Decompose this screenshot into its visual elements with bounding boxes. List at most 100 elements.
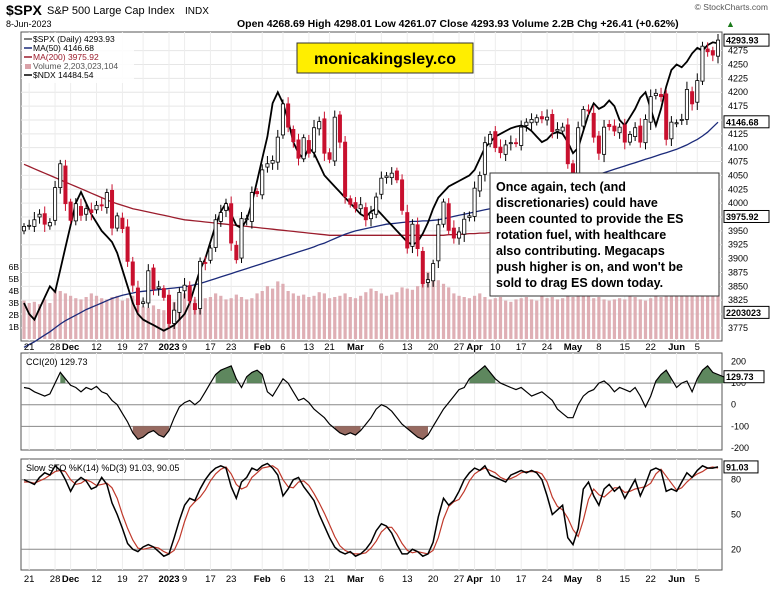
volume-bar <box>441 283 446 339</box>
volume-bar <box>483 297 487 339</box>
candle-body <box>627 133 632 143</box>
candle-body <box>560 126 565 132</box>
cci-overbought-fill <box>246 370 263 384</box>
volume-bar <box>416 286 420 339</box>
annotation-line: been counted to provide the ES <box>496 212 684 226</box>
volume-bar <box>276 281 280 339</box>
candle-body <box>576 127 581 176</box>
candle <box>394 167 399 184</box>
candle <box>653 88 658 100</box>
volume-bar <box>421 281 425 339</box>
candle-body <box>141 301 146 304</box>
cci-value-tag: 129.73 <box>723 370 765 384</box>
sto-tag-label: 91.03 <box>726 462 749 472</box>
volume-bar <box>327 298 332 339</box>
candle <box>63 159 68 211</box>
price-tick-label: 3900 <box>728 254 748 264</box>
volume-bar <box>307 297 311 339</box>
candle <box>700 41 705 86</box>
candle-body <box>690 91 695 105</box>
date-axis-label: Apr <box>466 342 483 353</box>
candle-body <box>337 114 342 143</box>
candle <box>192 296 197 315</box>
candle <box>187 281 192 305</box>
candle <box>684 81 689 125</box>
date-axis-label: 6 <box>280 574 285 585</box>
volume-bar <box>100 298 104 339</box>
volume-bar <box>431 276 435 339</box>
volume-bar <box>680 295 684 339</box>
cci-tick-label: -100 <box>731 421 749 431</box>
candle-body <box>151 267 156 290</box>
volume-bar <box>706 292 710 339</box>
candle-body <box>89 209 94 213</box>
candle <box>555 122 560 139</box>
volume-bar <box>674 293 679 339</box>
volume-bar <box>669 292 673 339</box>
volume-bar <box>700 289 705 339</box>
cci-overbought-fill <box>60 372 66 384</box>
candle-body <box>467 215 472 218</box>
candle <box>710 46 715 62</box>
volume-bar <box>524 297 528 339</box>
volume-bar <box>250 298 254 339</box>
date-axis-label: 17 <box>205 342 216 353</box>
date-axis-label: May <box>564 574 583 585</box>
candle <box>337 111 342 149</box>
annotation-line: discretionaries) could have <box>496 196 658 210</box>
date-axis-label: 27 <box>454 574 465 585</box>
candle-body <box>78 206 83 216</box>
candle-body <box>161 288 166 298</box>
candle <box>218 204 223 227</box>
volume-bar <box>597 297 601 339</box>
candle-body <box>534 117 539 123</box>
annotation-line: also contributing. Megacaps <box>496 244 665 258</box>
candle-body <box>68 201 73 221</box>
volume-bar <box>157 309 161 339</box>
price-tag: 2203023 <box>723 305 770 319</box>
candles <box>21 34 721 330</box>
date-axis-label: Dec <box>62 574 79 585</box>
candle <box>151 264 156 296</box>
date-axis-label: 24 <box>542 342 553 353</box>
candle-body <box>280 103 285 136</box>
candle-body <box>182 284 187 292</box>
candle-body <box>99 204 104 207</box>
price-tick-label: 3825 <box>728 295 748 305</box>
candle <box>234 240 239 264</box>
price-panel: 3775380038253850387539003925395039754000… <box>9 31 770 348</box>
volume-axis-label: 2B <box>9 310 20 320</box>
date-axis-label: 2023 <box>158 342 179 353</box>
annotation-line: sold to drag ES down today. <box>496 276 663 290</box>
legend: $SPX (Daily) 4293.93 MA(50) 4146.68 MA(2… <box>22 33 134 83</box>
date-axis-label: 15 <box>619 574 630 585</box>
candle <box>223 198 228 217</box>
volume-bar <box>364 292 368 339</box>
date-axis-label: 13 <box>402 574 413 585</box>
candle-body <box>213 219 218 248</box>
candle <box>141 297 146 308</box>
candle <box>167 289 172 328</box>
volume-bar <box>410 289 415 339</box>
candle <box>21 223 27 235</box>
volume-bar <box>353 298 358 339</box>
volume-bar <box>561 298 565 339</box>
volume-bar <box>322 293 326 339</box>
up-arrow-icon: ▲ <box>726 19 735 29</box>
candle <box>244 214 249 226</box>
candle-body <box>42 213 47 225</box>
candle-body <box>659 94 664 98</box>
volume-bar <box>312 295 316 339</box>
price-tag-box <box>723 33 770 47</box>
candle <box>446 198 451 235</box>
volume-axis-label: 1B <box>9 322 20 332</box>
volume-bar <box>369 288 373 339</box>
candle <box>695 73 700 110</box>
date-axis-label: 13 <box>402 342 413 353</box>
date-axis-label: 12 <box>91 342 102 353</box>
candle <box>410 219 415 254</box>
volume-bar <box>462 297 466 339</box>
candle-body <box>617 126 622 134</box>
